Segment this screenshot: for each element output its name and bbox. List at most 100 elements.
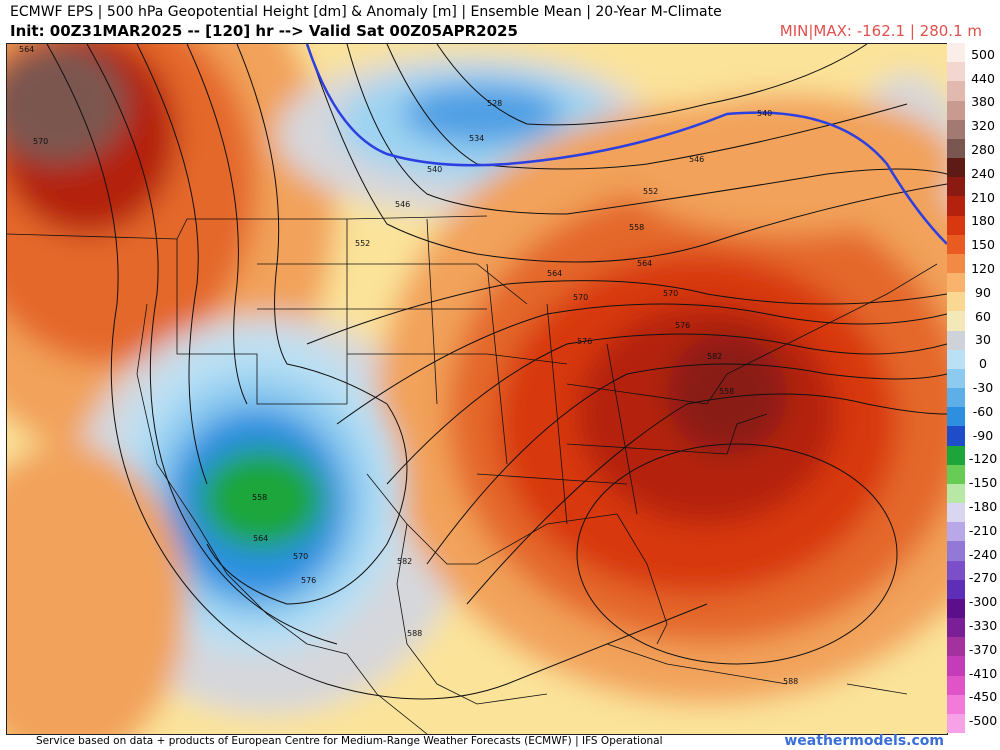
contour-label: 570 [293, 552, 308, 561]
contour-label: 570 [663, 289, 678, 298]
colorbar-label: -120 [968, 451, 998, 467]
colorbar-swatch [947, 368, 965, 389]
colorbar-label: -210 [968, 522, 998, 538]
colorbar-swatch [947, 426, 965, 446]
contour-label: 552 [643, 187, 658, 196]
contour-label: 564 [253, 534, 268, 543]
contour-label: 528 [487, 99, 502, 108]
colorbar-label: 240 [971, 165, 995, 181]
colorbar-swatch [947, 445, 965, 466]
colorbar-swatch [947, 598, 965, 619]
contour-label: 564 [547, 269, 562, 278]
colorbar-swatch [947, 464, 965, 485]
colorbar-label: -330 [968, 617, 998, 633]
colorbar-label: -60 [972, 403, 994, 419]
colorbar-swatch [947, 292, 965, 312]
contour-label: 558 [252, 493, 267, 502]
colorbar-swatch [947, 253, 965, 274]
anomaly-shading [7, 44, 947, 734]
contour-label: 564 [19, 45, 34, 54]
colorbar-label: 120 [971, 261, 995, 277]
map-title: ECMWF EPS | 500 hPa Geopotential Height … [10, 4, 722, 20]
colorbar-swatch [947, 541, 965, 561]
colorbar-label: -300 [968, 594, 998, 610]
contour-label: 576 [675, 321, 690, 330]
contour-label: 558 [719, 387, 734, 396]
contour-label: 540 [757, 109, 772, 118]
colorbar-label: 60 [975, 308, 991, 324]
colorbar-label: -30 [972, 380, 994, 395]
colorbar-label: 500 [971, 46, 995, 62]
colorbar-label: -150 [968, 475, 998, 491]
colorbar-label: -240 [968, 546, 998, 562]
colorbar-label: 440 [971, 70, 995, 86]
contour-label: 588 [783, 677, 798, 686]
colorbar-swatch [947, 215, 965, 236]
colorbar-label: -370 [968, 641, 998, 657]
borders [7, 215, 938, 734]
colorbar-swatch [947, 273, 965, 293]
colorbar-swatch [947, 62, 965, 82]
colorbar-swatch [947, 713, 965, 734]
contour-label: 570 [33, 137, 48, 146]
colorbar-label: 320 [971, 118, 995, 134]
colorbar-label: 90 [975, 284, 991, 300]
colorbar-label: -270 [968, 570, 998, 586]
contour-label: 540 [427, 165, 442, 174]
colorbar-label: 180 [971, 213, 995, 229]
contour-labels: 564 570 528 534 540 546 552 558 564 570 … [19, 45, 798, 686]
colorbar-swatch [947, 618, 965, 638]
colorbar-label: 150 [971, 237, 995, 253]
colorbar-swatch [947, 407, 965, 427]
colorbar-swatch [947, 637, 965, 657]
contour-label: 552 [355, 239, 370, 248]
colorbar-swatch [947, 483, 965, 504]
colorbar-label: -450 [968, 689, 998, 705]
data-credit: Service based on data + products of Euro… [36, 735, 663, 747]
colorbar-swatch [947, 560, 965, 581]
colorbar-label: -500 [968, 713, 998, 729]
colorbar-swatch [947, 43, 965, 63]
colorbar-swatch [947, 330, 965, 351]
height-contours [46, 44, 947, 700]
colorbar-label: 0 [979, 356, 987, 372]
anomaly-colorbar: 500 440 380 320 280 240 210 180 150 120 90 60 30 0 -30… [947, 43, 1000, 734]
colorbar-swatch [947, 675, 965, 696]
colorbar-swatch [947, 579, 965, 600]
colorbar-swatch [947, 656, 965, 676]
colorbar-swatch [947, 388, 965, 408]
contour-label: 546 [689, 155, 704, 164]
weather-map: 564 570 528 534 540 546 552 558 564 570 … [6, 43, 948, 735]
colorbar-label: 210 [971, 189, 995, 205]
colorbar-swatch [947, 522, 965, 542]
contour-540-highlight [305, 44, 947, 245]
contour-label: 576 [577, 337, 592, 346]
contour-label: 576 [301, 576, 316, 585]
colorbar-label: -410 [968, 665, 998, 681]
colorbar-swatch [947, 158, 965, 178]
contour-label: 588 [407, 629, 422, 638]
contour-label: 558 [629, 223, 644, 232]
contour-label: 582 [397, 557, 412, 566]
colorbar-label: 380 [971, 94, 995, 110]
colorbar-swatch [947, 196, 965, 216]
contour-label: 582 [707, 352, 722, 361]
colorbar-swatch [947, 119, 965, 140]
colorbar-swatch [947, 100, 965, 121]
contour-label: 570 [573, 293, 588, 302]
anomaly-map-svg: 564 570 528 534 540 546 552 558 564 570 … [7, 44, 947, 734]
contour-label: 546 [395, 200, 410, 209]
colorbar-swatch [947, 311, 965, 331]
colorbar-swatch [947, 349, 965, 370]
site-link[interactable]: weathermodels.com [784, 733, 944, 749]
colorbar-swatch [947, 177, 965, 197]
colorbar-label: -180 [968, 498, 998, 514]
contour-label: 564 [637, 259, 652, 268]
contour-label: 534 [469, 134, 484, 143]
min-max-readout: MIN|MAX: -162.1 | 280.1 m [779, 22, 982, 40]
colorbar-swatch [947, 694, 965, 715]
colorbar-label: 280 [971, 142, 995, 158]
init-valid-line: Init: 00Z31MAR2025 -- [120] hr --> Valid… [10, 22, 518, 40]
colorbar-swatch [947, 234, 965, 255]
colorbar-swatch [947, 503, 965, 523]
